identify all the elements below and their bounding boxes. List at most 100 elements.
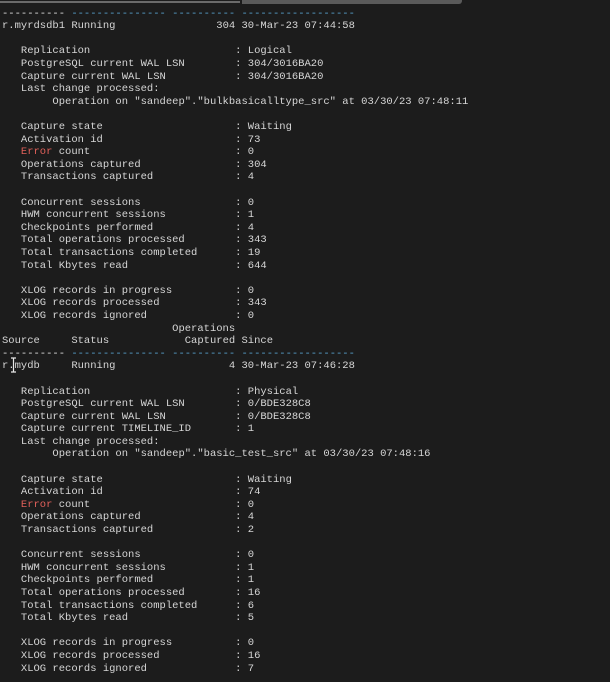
property-label: XLOG records processed [20,297,236,310]
property-value: 0 [247,498,255,511]
source-status: Running [71,360,166,373]
header-captured: Captured [172,335,236,348]
separator-ops: ---------- [172,7,236,20]
property-row: Error count : 0 [20,146,255,159]
property-value: 304/3016BA20 [247,70,324,83]
property-value: 0 [247,309,255,322]
property-value: Waiting [247,473,292,486]
property-label: Capture current TIMELINE_ID [20,423,236,436]
property-row: Total operations processed : 16 [20,587,261,599]
property-value: 7 [247,662,255,675]
last-change-label: Last change processed: [20,83,160,96]
separator-since: ------------------ [241,347,355,360]
property-row: Transactions captured : 4 [20,171,255,184]
table-header-top: Operations [2,323,610,336]
property-label: Activation id [20,486,236,499]
property-row: Operations captured : 304 [20,158,267,171]
column-separator: ---------- --------------- ---------- --… [2,8,610,21]
property-row: Activation id : 74 [20,486,261,499]
property-row: Total transactions completed : 6 [20,599,255,612]
property-row: Activation id : 73 [20,133,261,146]
property-row: Transactions captured : 2 [20,524,255,537]
blank-line [2,373,610,386]
last-change-operation: Operation on "sandeep"."basic_test_src" … [52,448,431,461]
text-cursor-icon [11,357,16,373]
property-label: Activation id [20,133,236,146]
property-value: 2 [247,524,255,537]
property-value: 1 [247,423,255,436]
blank-line [2,537,610,550]
window-edge [0,1,240,3]
error-label-highlight: Error [20,146,53,159]
column-separator: ---------- --------------- ---------- --… [2,348,610,361]
property-label: count [52,146,236,159]
property-label: Transactions captured [20,171,236,184]
property-row: PostgreSQL current WAL LSN : 304/3016BA2… [20,58,324,71]
property-row: Total transactions completed : 19 [20,246,261,259]
property-row: XLOG records processed : 343 [20,297,267,310]
property-label: Concurrent sessions [20,196,236,209]
property-row: Capture state : Waiting [20,121,292,134]
header-since: Since [241,335,273,348]
terminal-output[interactable]: ---------- --------------- ---------- --… [2,8,610,675]
property-label: HWM concurrent sessions [20,561,236,574]
property-value: 1 [247,574,255,587]
separator-status: --------------- [71,347,166,360]
property-row: Checkpoints performed : 4 [20,221,255,234]
property-label: Operations captured [20,158,236,171]
source-row: r.myrdsdb1 Running 304 30-Mar-23 07:44:5… [2,20,610,33]
property-label: XLOG records in progress [20,284,236,297]
property-value: 304/3016BA20 [247,58,324,71]
blank-line [2,461,610,474]
property-row: HWM concurrent sessions : 1 [20,209,255,222]
property-label: Total Kbytes read [20,612,236,625]
blank-line [2,625,610,638]
property-value: 5 [247,612,255,625]
property-row: Capture state : Waiting [20,473,292,486]
property-label: Capture state [20,473,236,486]
property-value: 343 [247,234,267,247]
property-value: 0 [247,637,255,650]
property-label: XLOG records in progress [20,637,236,650]
property-row: XLOG records in progress : 0 [20,284,255,297]
property-row: Capture current WAL LSN : 0/BDE328C8 [20,410,311,423]
property-row: XLOG records ignored : 7 [20,662,255,675]
source-since: 30-Mar-23 07:44:58 [241,20,355,33]
property-label: Capture state [20,121,236,134]
separator-ops: ---------- [172,347,236,360]
source-status: Running [71,20,166,33]
header-source: Source [2,335,66,348]
error-label-highlight: Error [20,498,53,511]
property-value: 73 [247,133,261,146]
last-change-operation: Operation on "sandeep"."bulkbasicalltype… [52,95,469,108]
property-row: Replication : Logical [20,45,292,58]
property-row: Total Kbytes read : 5 [20,612,255,625]
property-label: Replication [20,385,236,398]
source-ops-captured: 304 [172,20,236,33]
property-value: 16 [247,587,261,599]
property-label: count [52,498,236,511]
header-operations: Operations [172,322,236,335]
property-row: Capture current WAL LSN : 304/3016BA20 [20,70,324,83]
source-ops-captured: 4 [172,360,236,373]
property-label: HWM concurrent sessions [20,209,236,222]
scrollbar-horizontal[interactable] [242,0,462,4]
property-row: Error count : 0 [20,498,255,511]
property-value: 343 [247,297,267,310]
property-value: 0 [247,146,255,159]
source-name: r.mydb [2,360,66,373]
property-value: 4 [247,511,255,524]
property-value: Logical [247,45,292,58]
property-row: Concurrent sessions : 0 [20,549,255,562]
property-label: Capture current WAL LSN [20,410,236,423]
property-label: XLOG records processed [20,649,236,662]
property-label: Capture current WAL LSN [20,70,236,83]
property-value: 0/BDE328C8 [247,410,311,423]
blank-line [2,272,610,285]
property-row: Total operations processed : 343 [20,234,267,247]
separator-status: --------------- [71,7,166,20]
property-value: 0/BDE328C8 [247,398,311,411]
property-row: XLOG records ignored : 0 [20,309,255,322]
source-name: r.myrdsdb1 [2,20,66,33]
property-value: 0 [247,284,255,297]
